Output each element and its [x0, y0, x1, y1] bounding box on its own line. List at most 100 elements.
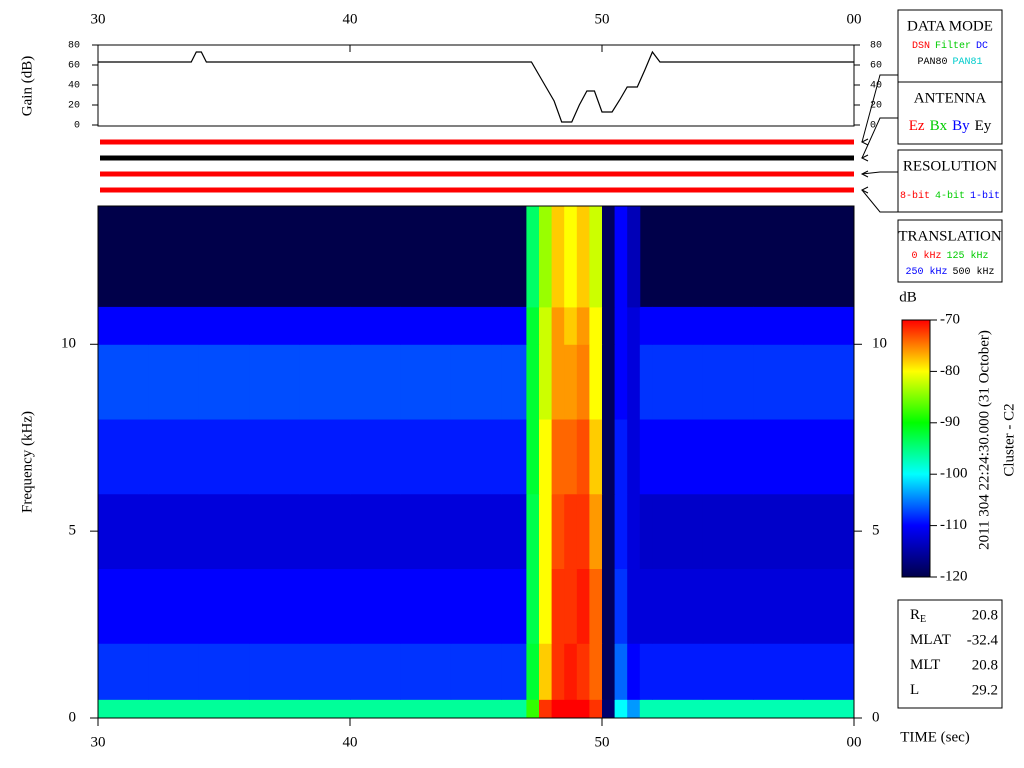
spacecraft-stamp: Cluster - C2	[1001, 403, 1017, 476]
spectrogram-cell	[148, 568, 200, 644]
info-label-text: MLAT	[910, 632, 951, 648]
spectrogram-cell	[576, 643, 590, 700]
spectrogram-cell	[564, 568, 578, 644]
spectrogram-cell	[400, 568, 452, 644]
spectrogram-cell	[299, 493, 351, 570]
spectrogram-cell	[350, 306, 401, 345]
panel-item: Filter	[935, 40, 971, 52]
panel-title: TRANSLATION	[898, 228, 1001, 244]
spectrogram-cell	[350, 493, 401, 570]
y-tick-label-right: 20	[870, 101, 882, 112]
spectrogram-cell	[198, 306, 250, 345]
x-tick-label: 30	[91, 734, 106, 750]
spectrogram-cell	[299, 568, 351, 644]
spectrogram-cell	[602, 699, 616, 719]
panel-row: PAN80 PAN81	[917, 57, 982, 68]
info-label: L	[910, 682, 919, 698]
spectrogram-cell	[652, 306, 704, 345]
spectrogram-cell	[589, 419, 603, 495]
spectrogram-cell	[526, 419, 540, 495]
spectrogram-cell	[753, 643, 805, 700]
spectrogram-cell	[148, 643, 200, 700]
spectrogram-cell	[198, 699, 250, 719]
spectrogram-cell	[589, 344, 603, 420]
spectrogram-cell	[551, 643, 565, 700]
info-value: 20.8	[972, 607, 998, 623]
y-tick-label: 0	[74, 121, 80, 132]
x-tick-label: 00	[847, 11, 862, 27]
spectrogram-cell	[450, 699, 502, 719]
spectrogram-cell	[450, 568, 502, 644]
spectrogram-cell	[564, 344, 578, 420]
spectrogram-cell	[576, 493, 590, 570]
spectrogram-cell	[198, 493, 250, 570]
panel-box	[897, 219, 1003, 283]
connector-arrow	[860, 154, 869, 162]
spectrogram-cell	[551, 344, 565, 420]
spectrogram-cell	[450, 419, 502, 495]
spectrogram-cell	[539, 419, 553, 495]
spectrogram-cell	[198, 643, 250, 700]
spectrogram-cell	[249, 419, 301, 495]
panel-row: 0 kHz 125 kHz	[911, 250, 988, 262]
spectrogram-cell	[551, 493, 565, 570]
panel-title: RESOLUTION	[903, 158, 997, 174]
spectrogram-cell	[614, 206, 628, 308]
spectrogram-cell	[652, 699, 704, 719]
x-tick-label: 50	[595, 11, 610, 27]
spectrogram-cell	[198, 419, 250, 495]
spectrogram-cell	[249, 306, 301, 345]
spectrogram-cell	[501, 493, 527, 570]
spectrogram-cell	[551, 699, 565, 719]
spectrogram-cell	[576, 699, 590, 719]
spectrogram-cell	[249, 643, 301, 700]
spectrogram-cell	[98, 344, 149, 420]
y-tick-label: 40	[68, 81, 80, 92]
spectrogram-cell	[526, 568, 540, 644]
connector-arrow	[860, 138, 869, 146]
spectrogram-cell	[564, 306, 578, 345]
spectrogram-cell	[551, 568, 565, 644]
panel-row: 250 kHz 500 kHz	[905, 266, 994, 278]
panel-row: DSN Filter DC	[912, 40, 988, 52]
panel-item: DSN	[912, 41, 930, 52]
spectrogram-cell	[803, 344, 855, 420]
y-tick-label: 60	[68, 61, 80, 72]
spectrogram-cell	[249, 493, 301, 570]
spectrogram-cell	[539, 306, 553, 345]
spectrogram-cell	[501, 344, 527, 420]
spectrogram-cell	[803, 419, 855, 495]
spectrogram-cell	[702, 344, 754, 420]
spectrogram-cell	[639, 493, 653, 570]
connector	[861, 74, 898, 143]
spectrogram-cell	[400, 493, 452, 570]
y-tick-label: 80	[68, 41, 80, 52]
spectrogram-cell	[98, 306, 149, 345]
spectrogram-cell	[526, 206, 540, 308]
colorbar-tick-label: -110	[940, 517, 967, 533]
panel-item: 500 kHz	[953, 266, 995, 278]
panel-row: 8-bit 4-bit 1-bit	[900, 190, 1000, 202]
spectrogram-cell	[400, 643, 452, 700]
spectrogram-cell	[627, 206, 641, 308]
spectrogram-cell	[627, 568, 641, 644]
spectrogram-cell	[98, 419, 149, 495]
spectrogram-cell	[501, 419, 527, 495]
panel-row: Ez Bx By Ey	[909, 118, 992, 134]
spectrogram-cell	[614, 643, 628, 700]
y-tick-label: 0	[69, 709, 77, 725]
spectrogram-cell	[576, 206, 590, 308]
time-axis-label: TIME (sec)	[900, 729, 970, 745]
spectrogram-cell	[639, 306, 653, 345]
spectrogram-cell	[148, 306, 200, 345]
spectrogram-cell	[501, 306, 527, 345]
spectrogram-cell	[614, 419, 628, 495]
spectrogram-cell	[702, 493, 754, 570]
spectrogram-cell	[576, 419, 590, 495]
y-tick-label: 5	[69, 523, 77, 539]
colorbar-label: dB	[899, 289, 917, 305]
colorbar-tick-label: -120	[940, 568, 968, 584]
spectrogram-cell	[400, 419, 452, 495]
info-value: 29.2	[972, 682, 998, 698]
spectrogram-cell	[803, 493, 855, 570]
